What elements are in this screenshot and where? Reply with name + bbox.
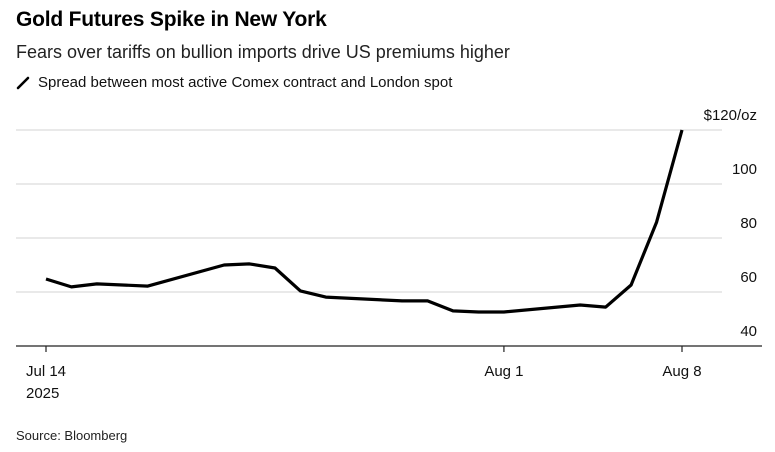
y-tick-label: 100 (732, 161, 757, 178)
gridlines (16, 129, 722, 293)
y-tick-label: 40 (740, 323, 757, 340)
y-tick-label: $120/oz (704, 107, 757, 124)
chart-subtitle: Fears over tariffs on bullion imports dr… (16, 42, 510, 62)
line-swatch-icon (16, 76, 30, 89)
legend: Spread between most active Comex contrac… (16, 74, 452, 91)
y-tick-label: 80 (740, 215, 757, 232)
x-tick-sublabel: 2025 (26, 385, 59, 402)
series-layer (45, 129, 684, 314)
source-note: Source: Bloomberg (16, 428, 128, 443)
x-tick-label: Jul 14 (26, 363, 66, 380)
x-axis: Jul 14 2025 Aug 1 Aug 8 (16, 345, 762, 402)
y-axis-labels: $120/oz 100 80 60 40 (704, 107, 757, 340)
x-tick-label: Aug 8 (662, 363, 701, 380)
chart-title: Gold Futures Spike in New York (16, 8, 327, 31)
x-tick-label: Aug 1 (484, 363, 523, 380)
y-tick-label: 60 (740, 269, 757, 286)
series-line (45, 129, 684, 314)
legend-label: Spread between most active Comex contrac… (38, 74, 453, 91)
